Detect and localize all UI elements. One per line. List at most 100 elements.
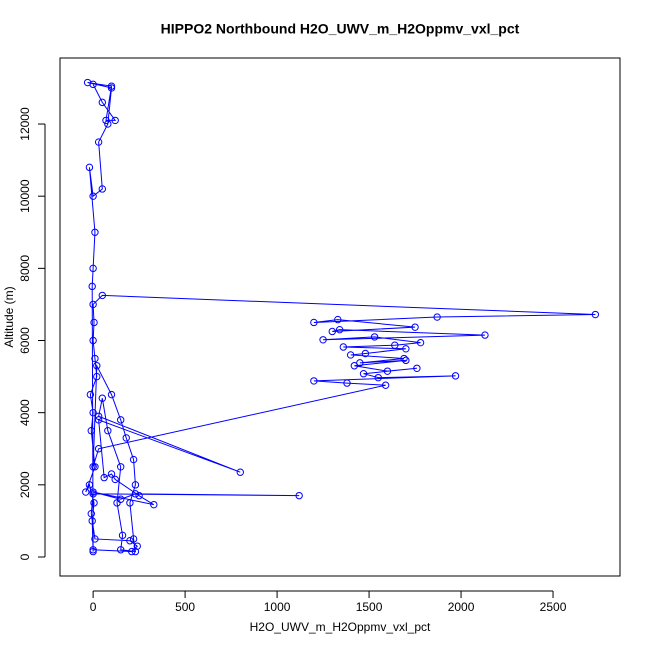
data-point — [100, 473, 108, 482]
x-axis-label: H2O_UWV_m_H2Oppmv_vxl_pct — [250, 620, 431, 634]
data-line — [85, 82, 596, 553]
data-point — [381, 381, 390, 389]
data-point — [89, 546, 97, 554]
data-point — [129, 455, 138, 464]
data-point — [91, 535, 99, 543]
x-tick-label: 2500 — [540, 600, 567, 614]
data-point — [128, 547, 136, 556]
x-tick-label: 1500 — [356, 600, 383, 614]
data-point — [107, 470, 116, 478]
data-point — [98, 394, 107, 402]
chart-title: HIPPO2 Northbound H2O_UWV_m_H2Oppmv_vxl_… — [161, 21, 520, 37]
data-point — [94, 416, 103, 424]
data-point — [94, 445, 103, 453]
data-point — [451, 372, 460, 380]
data-point — [93, 362, 101, 370]
y-tick-label: 10000 — [18, 179, 32, 213]
data-point — [87, 509, 95, 518]
data-point — [236, 468, 244, 476]
data-point — [126, 537, 134, 545]
data-point — [98, 185, 107, 193]
data-point — [89, 408, 97, 417]
data-point — [391, 341, 399, 349]
data-point — [117, 463, 125, 471]
data-point — [122, 434, 130, 442]
data-point — [402, 345, 410, 353]
plot-box — [59, 57, 621, 577]
data-point — [328, 327, 336, 336]
data-point — [89, 490, 97, 498]
data-point — [90, 499, 98, 507]
data-point — [350, 362, 359, 370]
data-point — [94, 412, 103, 420]
data-point — [118, 531, 127, 540]
data-point — [150, 500, 158, 509]
data-point — [87, 427, 95, 435]
data-point — [89, 192, 97, 200]
data-point — [335, 325, 344, 334]
data-point — [361, 349, 370, 358]
data-point — [104, 427, 112, 435]
x-tick-label: 500 — [175, 600, 195, 614]
data-point — [370, 333, 379, 341]
data-point — [102, 116, 110, 125]
data-point — [319, 336, 327, 344]
data-point — [90, 318, 98, 327]
data-point — [86, 390, 95, 399]
y-tick-label: 2000 — [18, 471, 32, 498]
data-point — [131, 490, 140, 498]
x-tick-label: 1000 — [264, 600, 291, 614]
data-point — [98, 98, 107, 107]
data-point — [411, 323, 419, 331]
data-point — [117, 495, 125, 503]
data-point — [89, 264, 97, 273]
y-tick-label: 4000 — [18, 399, 32, 426]
data-point — [129, 535, 138, 543]
data-point — [82, 488, 90, 496]
data-point — [433, 313, 441, 321]
y-tick-label: 0 — [18, 553, 32, 560]
data-point — [89, 336, 97, 345]
data-point — [88, 282, 96, 291]
data-point — [374, 373, 382, 382]
x-tick-label: 2000 — [448, 600, 475, 614]
data-point — [89, 80, 97, 89]
data-point — [126, 499, 134, 507]
data-point — [91, 354, 99, 363]
data-point — [356, 359, 364, 367]
y-axis-label: Altitude (m) — [2, 286, 16, 347]
data-point — [383, 367, 392, 375]
data-point — [107, 390, 116, 399]
y-tick-label: 8000 — [18, 255, 32, 282]
x-tick-label: 0 — [90, 600, 97, 614]
data-point — [413, 364, 421, 372]
data-point — [400, 354, 408, 363]
data-point — [295, 491, 303, 500]
data-point — [135, 491, 143, 500]
data-point — [591, 310, 600, 319]
data-point — [88, 517, 96, 525]
data-point — [343, 379, 351, 387]
data-point — [416, 338, 425, 347]
data-point — [310, 377, 318, 385]
data-point — [339, 343, 348, 351]
data-point — [111, 116, 119, 125]
data-point — [131, 481, 140, 489]
data-point — [117, 416, 125, 424]
data-point — [359, 369, 368, 378]
data-point — [93, 372, 101, 381]
data-point — [104, 120, 112, 128]
data-point — [346, 351, 355, 359]
data-point — [111, 475, 119, 484]
data-point — [89, 300, 97, 309]
data-point — [481, 331, 489, 339]
data-point — [98, 291, 107, 300]
data-point — [91, 228, 99, 236]
data-point — [85, 481, 94, 489]
data-point — [89, 463, 97, 471]
data-point — [334, 315, 342, 324]
y-tick-label: 12000 — [18, 107, 32, 141]
data-point — [94, 138, 103, 146]
y-tick-label: 6000 — [18, 327, 32, 354]
